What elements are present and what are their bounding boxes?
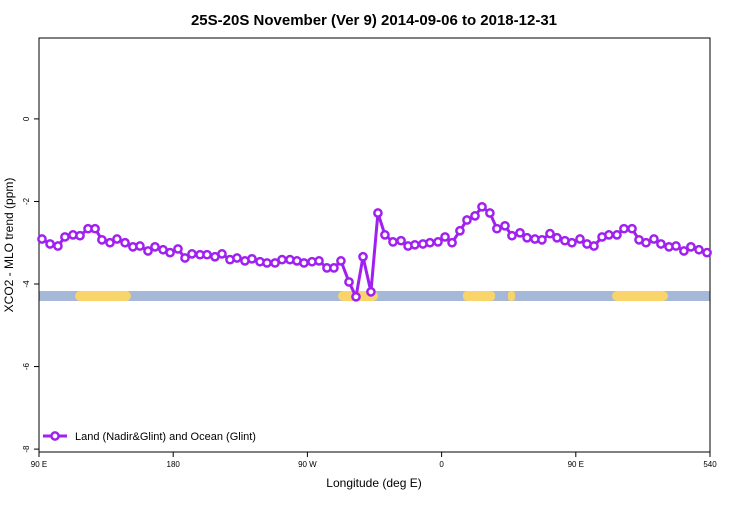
data-point xyxy=(232,253,242,263)
data-point xyxy=(567,237,577,248)
data-point xyxy=(545,228,555,239)
data-point xyxy=(299,258,309,268)
data-point xyxy=(485,208,495,218)
data-point xyxy=(45,239,55,249)
data-point xyxy=(202,249,212,260)
data-point xyxy=(380,230,390,240)
data-point xyxy=(344,277,354,287)
data-point xyxy=(507,230,517,241)
data-point xyxy=(366,286,376,297)
y-tick-label: -6 xyxy=(22,362,31,370)
data-point xyxy=(641,237,651,248)
land-band xyxy=(463,291,495,301)
data-point xyxy=(173,244,183,254)
data-point xyxy=(105,237,115,248)
data-point xyxy=(522,232,532,243)
land-band xyxy=(75,291,131,301)
data-point xyxy=(60,232,70,242)
data-point xyxy=(410,239,420,250)
data-point xyxy=(433,237,443,247)
data-point xyxy=(604,230,614,240)
data-point xyxy=(679,246,689,256)
y-tick-label: -2 xyxy=(22,197,31,205)
data-point xyxy=(455,225,465,236)
data-point xyxy=(53,241,63,251)
x-tick-label: 90 W xyxy=(298,460,317,469)
data-point xyxy=(336,256,346,266)
data-point xyxy=(90,223,100,234)
data-point xyxy=(671,241,681,251)
x-tick-label: 540 xyxy=(703,460,717,469)
data-point xyxy=(686,242,696,252)
data-point xyxy=(351,291,361,302)
data-point xyxy=(575,234,585,244)
data-point xyxy=(120,237,130,248)
data-point xyxy=(329,263,339,273)
data-point xyxy=(217,249,227,259)
data-point xyxy=(649,234,659,244)
data-point xyxy=(112,234,122,244)
data-point xyxy=(425,237,435,248)
data-point xyxy=(694,244,704,255)
y-tick-label: -4 xyxy=(22,280,31,288)
data-point xyxy=(277,254,287,265)
data-point xyxy=(388,237,398,247)
data-point xyxy=(373,208,383,218)
data-point xyxy=(619,223,629,234)
y-tick-label: 0 xyxy=(22,116,31,121)
y-tick-label: -8 xyxy=(22,445,31,453)
data-point xyxy=(187,249,197,259)
data-point xyxy=(447,237,457,248)
data-point xyxy=(314,256,324,266)
y-axis-label: XCO2 - MLO trend (ppm) xyxy=(2,178,16,313)
x-tick-label: 0 xyxy=(439,460,444,469)
x-tick-label: 180 xyxy=(167,460,181,469)
data-point xyxy=(75,230,85,241)
data-point xyxy=(440,232,450,242)
chart-title: 25S-20S November (Ver 9) 2014-09-06 to 2… xyxy=(191,12,557,29)
data-point xyxy=(135,241,145,251)
data-point xyxy=(396,235,406,246)
data-point xyxy=(180,253,190,263)
plot-frame xyxy=(38,37,711,453)
land-band xyxy=(508,291,515,301)
legend: Land (Nadir&Glint) and Ocean (Glint) xyxy=(43,431,256,443)
x-tick-label: 90 E xyxy=(568,460,584,469)
legend-marker xyxy=(50,431,60,441)
data-point xyxy=(470,211,480,221)
data-point xyxy=(492,223,502,234)
x-tick-label: 90 E xyxy=(31,460,47,469)
data-point xyxy=(477,201,487,212)
data-point xyxy=(97,234,107,245)
data-point xyxy=(247,253,257,264)
data-point xyxy=(262,258,272,268)
data-point xyxy=(552,232,562,243)
data-point xyxy=(702,247,712,258)
land-band xyxy=(612,291,668,301)
data-point xyxy=(143,246,153,256)
legend-label: Land (Nadir&Glint) and Ocean (Glint) xyxy=(75,431,256,443)
data-point xyxy=(462,215,472,225)
data-point xyxy=(537,234,547,245)
data-point xyxy=(37,234,47,244)
data-point xyxy=(165,247,175,258)
data-point xyxy=(589,241,599,251)
data-point xyxy=(612,230,622,240)
data-point xyxy=(150,242,160,252)
data-point xyxy=(515,227,525,238)
data-point xyxy=(358,251,368,262)
data-point xyxy=(656,239,666,249)
x-axis-label: Longitude (deg E) xyxy=(326,476,421,490)
data-point xyxy=(500,220,510,231)
data-point xyxy=(627,223,637,234)
